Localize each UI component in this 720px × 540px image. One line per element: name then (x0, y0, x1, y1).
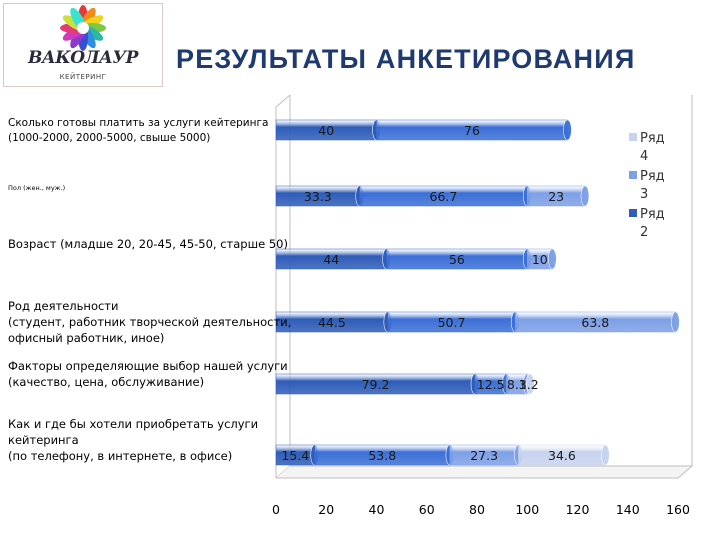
bar-segment-cap (548, 248, 557, 270)
x-tick-label: 140 (616, 502, 640, 517)
logo-subtitle: КЕЙТЕРИНГ (59, 73, 107, 81)
category-label: (1000-2000, 2000-5000, свыше 5000) (8, 132, 210, 144)
category-label: Пол (жен., муж.) (8, 184, 65, 192)
x-tick-label: 20 (318, 502, 334, 517)
legend-label: 2 (640, 225, 648, 240)
chart-back-wall (275, 95, 291, 479)
x-tick-label: 160 (666, 502, 690, 517)
data-label: 44 (323, 252, 339, 267)
category-label: кейтеринга (8, 433, 79, 447)
legend-label: Ряд (640, 207, 665, 222)
data-label: 10 (532, 252, 548, 267)
bar-segment-cap (525, 373, 535, 395)
x-tick-label: 80 (469, 502, 485, 517)
company-logo: ВАКОЛАУР КЕЙТЕРИНГ (3, 3, 163, 87)
category-label: Как и где бы хотели приобретать услуги (8, 417, 258, 431)
logo-wordmark: ВАКОЛАУР (28, 48, 138, 68)
bar-segment-cap (580, 185, 590, 207)
legend-label: Ряд (640, 131, 665, 146)
category-label: офисный работник, иное) (8, 331, 164, 345)
data-label: 15.4 (281, 448, 309, 463)
x-tick-label: 40 (369, 502, 385, 517)
data-label: 40 (318, 123, 334, 138)
data-label: 66.7 (430, 189, 458, 204)
category-label: Сколько готовы платить за услуги кейтери… (8, 117, 268, 129)
data-label: 23 (548, 189, 564, 204)
data-label: 63.8 (581, 315, 609, 330)
legend-swatch (629, 133, 637, 141)
category-label: (студент, работник творческой деятельнос… (8, 315, 291, 329)
legend-label: 3 (640, 187, 648, 202)
x-tick-label: 120 (566, 502, 590, 517)
legend-swatch (629, 209, 637, 217)
chart-floor (276, 465, 694, 479)
category-label: Факторы определяющие выбор нашей услуги (8, 359, 288, 373)
flower-logo-icon (60, 5, 106, 51)
data-label: 76 (464, 123, 480, 138)
data-label: 50.7 (438, 315, 466, 330)
data-label: 27.3 (470, 448, 498, 463)
legend-label: 4 (640, 149, 648, 164)
category-label: (качество, цена, обслуживание) (8, 375, 204, 389)
data-label: 1.2 (519, 377, 539, 392)
chart-legend: Ряд 4 Ряд 3 Ряд 2 (629, 131, 665, 240)
data-label: 12.5 (477, 377, 505, 392)
page-title: РЕЗУЛЬТАТЫ АНКЕТИРОВАНИЯ (176, 44, 636, 74)
chart-top-edge (275, 94, 291, 108)
bar-segment-cap (601, 444, 610, 466)
legend-label: Ряд (640, 169, 665, 184)
bar-segment-cap (671, 311, 680, 333)
x-tick-label: 0 (272, 502, 280, 517)
x-tick-label: 60 (419, 502, 435, 517)
data-label: 44.5 (318, 315, 346, 330)
bar-segment-cap (563, 119, 572, 141)
data-label: 34.6 (548, 448, 576, 463)
x-tick-label: 100 (515, 502, 539, 517)
data-label: 56 (449, 252, 465, 267)
category-label: Возраст (младше 20, 20-45, 45-50, старше… (8, 237, 288, 251)
data-label: 79.2 (362, 377, 390, 392)
data-label: 33.3 (304, 189, 332, 204)
category-label: (по телефону, в интернете, в офисе) (8, 449, 232, 463)
data-label: 53.8 (368, 448, 396, 463)
data-label: 8.3 (507, 377, 527, 392)
legend-swatch (629, 171, 637, 179)
category-label: Род деятельности (8, 299, 118, 313)
